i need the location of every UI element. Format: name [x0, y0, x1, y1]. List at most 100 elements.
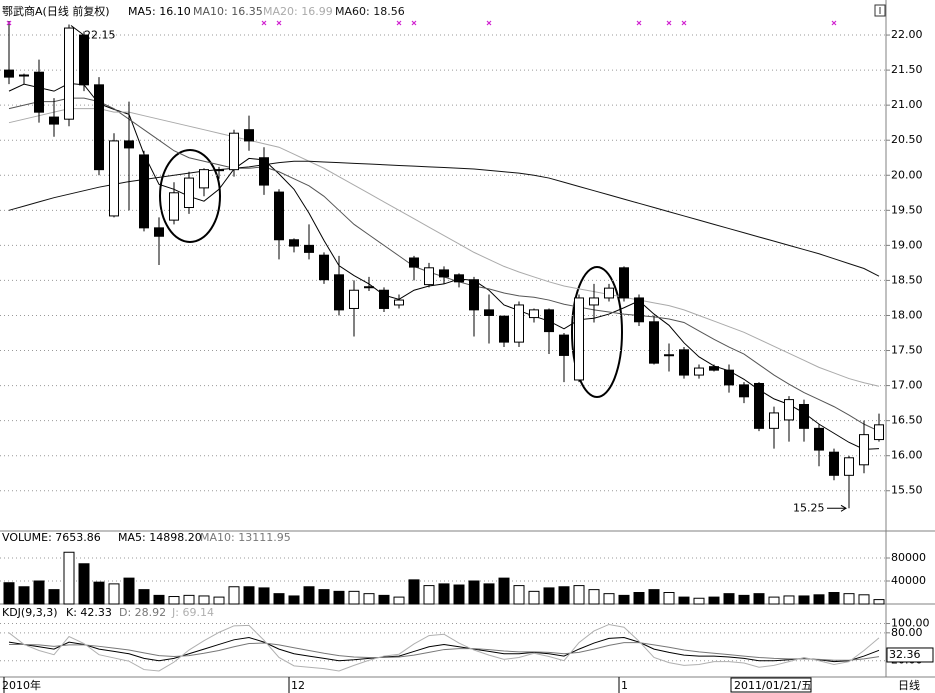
y-tick-label: 18.00 [891, 308, 923, 321]
y-tick-label: 80.00 [891, 626, 923, 639]
line-series [8, 636, 880, 663]
y-tick-label: 80000 [891, 551, 926, 564]
candle-body [559, 334, 569, 356]
candle-body [94, 84, 104, 171]
volume-bar [633, 592, 645, 605]
y-tick-label: 20.00 [891, 168, 923, 181]
legend-label: D: 28.92 [119, 606, 166, 619]
volume-bar [573, 585, 585, 605]
candle-body [799, 404, 809, 429]
volume-bar [618, 594, 630, 605]
candle-body [634, 297, 644, 323]
legend-label: MA10: 13111.95 [200, 531, 291, 544]
volume-bar [363, 593, 375, 605]
volume-bar [843, 593, 855, 605]
x-tick-label: 12 [291, 679, 305, 692]
candle-body [154, 227, 164, 237]
candle-body [544, 309, 554, 333]
y-tick-label: 20.50 [891, 133, 923, 146]
cursor-date: 2011/01/21/五 [734, 679, 812, 692]
annotation: 22.15 [84, 29, 116, 42]
volume-bar [873, 599, 885, 605]
volume-bar [378, 594, 390, 605]
candle-body [424, 267, 434, 286]
candle-body [874, 424, 884, 441]
volume-bar [168, 596, 180, 605]
volume-bar [63, 551, 75, 605]
volume-bar [18, 586, 30, 605]
volume-bar [753, 593, 765, 605]
volume-bar [828, 592, 840, 605]
line-series [8, 623, 880, 672]
volume-bar [588, 589, 600, 605]
y-tick-label: 15.50 [891, 484, 923, 497]
volume-bar [258, 587, 270, 605]
volume-bar [393, 596, 405, 605]
event-marker [831, 20, 837, 26]
highlight-ellipse [571, 266, 623, 398]
window-button[interactable] [874, 4, 886, 17]
candle-body [199, 169, 209, 189]
candle-body [4, 69, 14, 78]
volume-bar [663, 592, 675, 605]
volume-bar [468, 580, 480, 605]
candle-body [244, 129, 254, 142]
candle-body [679, 349, 689, 376]
candle-body [619, 267, 629, 299]
volume-bar [33, 580, 45, 605]
volume-bar [723, 593, 735, 605]
candle-body [739, 384, 749, 398]
candle-body [439, 269, 449, 278]
candle-body [754, 382, 764, 429]
candle-body [319, 254, 329, 281]
annotation: 15.25 [793, 501, 825, 514]
volume-bar [408, 579, 420, 605]
candle-body [349, 289, 359, 309]
volume-bar [108, 583, 120, 605]
volume-bar [138, 589, 150, 605]
event-marker [636, 20, 642, 26]
volume-bar [318, 589, 330, 605]
volume-bar [243, 586, 255, 605]
legend-label: MA20: 16.99 [263, 5, 333, 18]
line-series [9, 642, 880, 661]
event-marker [666, 20, 672, 26]
volume-bar [423, 585, 435, 605]
candle-body [259, 157, 269, 186]
candle-body [184, 177, 194, 209]
legend-label: K: 42.33 [66, 606, 112, 619]
volume-bar [123, 577, 135, 605]
volume-bar [333, 590, 345, 605]
candle-body [709, 366, 719, 371]
event-marker [396, 20, 402, 26]
candle-body [664, 354, 674, 357]
candle-body [124, 140, 134, 149]
event-marker [276, 20, 282, 26]
y-tick-label: 19.00 [891, 238, 923, 251]
volume-bar [768, 596, 780, 605]
candle-body [364, 286, 374, 289]
volume-bar [513, 585, 525, 605]
y-tick-label: 100.00 [891, 617, 930, 630]
volume-bar [153, 594, 165, 605]
y-tick-label: 18.50 [891, 273, 923, 286]
event-marker [411, 20, 417, 26]
candle-body [514, 304, 524, 343]
candle-body [469, 279, 479, 311]
volume-bar [603, 593, 615, 605]
volume-bar [528, 590, 540, 605]
chart-title: 鄂武商A(日线 前复权) [2, 4, 110, 18]
volume-bar [183, 594, 195, 605]
y-tick-label: 16.00 [891, 449, 923, 462]
candle-body [274, 191, 284, 241]
candle-body [49, 116, 59, 125]
candle-body [649, 321, 659, 364]
candle-body [844, 457, 854, 476]
event-marker [261, 20, 267, 26]
candle-body [409, 257, 419, 268]
volume-bar [813, 594, 825, 605]
y-tick-label: 19.50 [891, 203, 923, 216]
period-label: 日线 [898, 678, 920, 692]
